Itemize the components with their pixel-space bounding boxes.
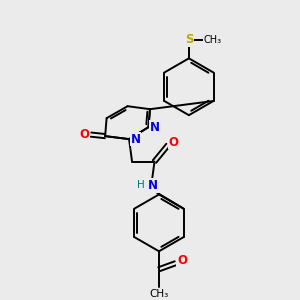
Text: O: O <box>168 136 178 148</box>
Text: CH₃: CH₃ <box>204 35 222 45</box>
Text: S: S <box>184 33 193 46</box>
Text: H: H <box>137 181 145 190</box>
Text: N: N <box>150 121 160 134</box>
Text: CH₃: CH₃ <box>149 289 169 299</box>
Text: O: O <box>79 128 89 141</box>
Text: O: O <box>177 254 187 267</box>
Text: N: N <box>130 133 141 146</box>
Text: N: N <box>148 179 158 192</box>
